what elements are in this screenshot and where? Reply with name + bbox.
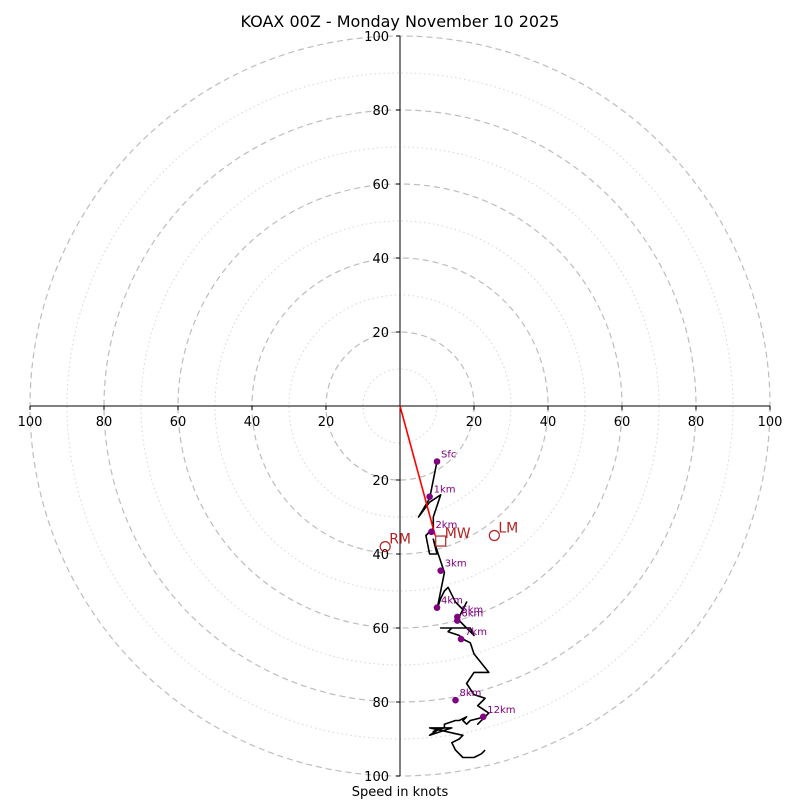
tick-label-left-100: 100 bbox=[18, 415, 43, 430]
height-marker-8km bbox=[452, 696, 459, 704]
storm-motion-markers: RM LM MW bbox=[379, 521, 518, 553]
tick-label-right-80: 80 bbox=[688, 415, 705, 430]
height-label-4km: 4km bbox=[441, 596, 463, 607]
tick-label-left-20: 20 bbox=[318, 415, 335, 430]
tick-label-bottom-20: 20 bbox=[372, 474, 389, 489]
tick-label-right-100: 100 bbox=[758, 415, 783, 430]
height-marker-7km bbox=[457, 635, 465, 643]
height-label-sfc: Sfc bbox=[441, 450, 456, 461]
tick-label-right-40: 40 bbox=[540, 415, 557, 430]
height-marker-3km bbox=[437, 567, 445, 574]
height-marker-sfc bbox=[433, 458, 441, 465]
storm-motion-label-lm: LM bbox=[498, 521, 518, 537]
tick-label-top-80: 80 bbox=[372, 104, 389, 119]
tick-label-left-40: 40 bbox=[244, 415, 261, 430]
tick-label-top-60: 60 bbox=[372, 178, 389, 193]
tick-label-bottom-80: 80 bbox=[372, 696, 389, 711]
storm-motion-label-rm: RM bbox=[389, 532, 411, 548]
storm-motion-marker-rm bbox=[379, 540, 391, 553]
height-label-5km: 5km bbox=[461, 605, 483, 616]
tick-label-top-100: 100 bbox=[364, 30, 389, 45]
height-marker-4km bbox=[433, 604, 441, 611]
height-label-7km: 7km bbox=[465, 627, 487, 638]
height-label-3km: 3km bbox=[445, 559, 467, 570]
tick-label-left-60: 60 bbox=[170, 415, 187, 430]
storm-motion-marker-mw bbox=[435, 535, 447, 547]
tick-label-right-20: 20 bbox=[466, 415, 483, 430]
height-marker-6km bbox=[454, 617, 461, 624]
height-marker-12km bbox=[479, 713, 487, 721]
tick-label-top-20: 20 bbox=[372, 326, 389, 341]
storm-motion-marker-lm bbox=[488, 529, 500, 542]
height-label-1km: 1km bbox=[434, 485, 456, 496]
x-axis-label: Speed in knots bbox=[352, 785, 449, 800]
height-label-2km: 2km bbox=[435, 520, 457, 531]
tick-label-bottom-40: 40 bbox=[372, 548, 389, 563]
tick-label-right-60: 60 bbox=[614, 415, 631, 430]
shear-vector-group bbox=[399, 405, 436, 536]
storm-motion-label-mw: MW bbox=[445, 526, 471, 542]
tick-label-bottom-60: 60 bbox=[372, 622, 389, 637]
height-label-12km: 12km bbox=[487, 705, 515, 716]
tick-label-bottom-100: 100 bbox=[364, 770, 389, 785]
hodograph-trace bbox=[417, 461, 490, 759]
chart-title: KOAX 00Z - Monday November 10 2025 bbox=[241, 12, 560, 31]
hodograph-line bbox=[417, 461, 490, 759]
tick-label-left-80: 80 bbox=[96, 415, 113, 430]
height-marker-2km bbox=[428, 528, 435, 536]
tick-labels: 20 20 20 20 40 40 40 40 60 60 60 60 80 80 80 80 100 100 10… bbox=[18, 30, 783, 785]
tick-label-top-40: 40 bbox=[372, 252, 389, 267]
shear-vector-line bbox=[399, 405, 436, 536]
height-label-6km: 6km bbox=[461, 609, 483, 620]
height-label-8km: 8km bbox=[460, 688, 482, 699]
height-marker-1km bbox=[426, 493, 433, 500]
